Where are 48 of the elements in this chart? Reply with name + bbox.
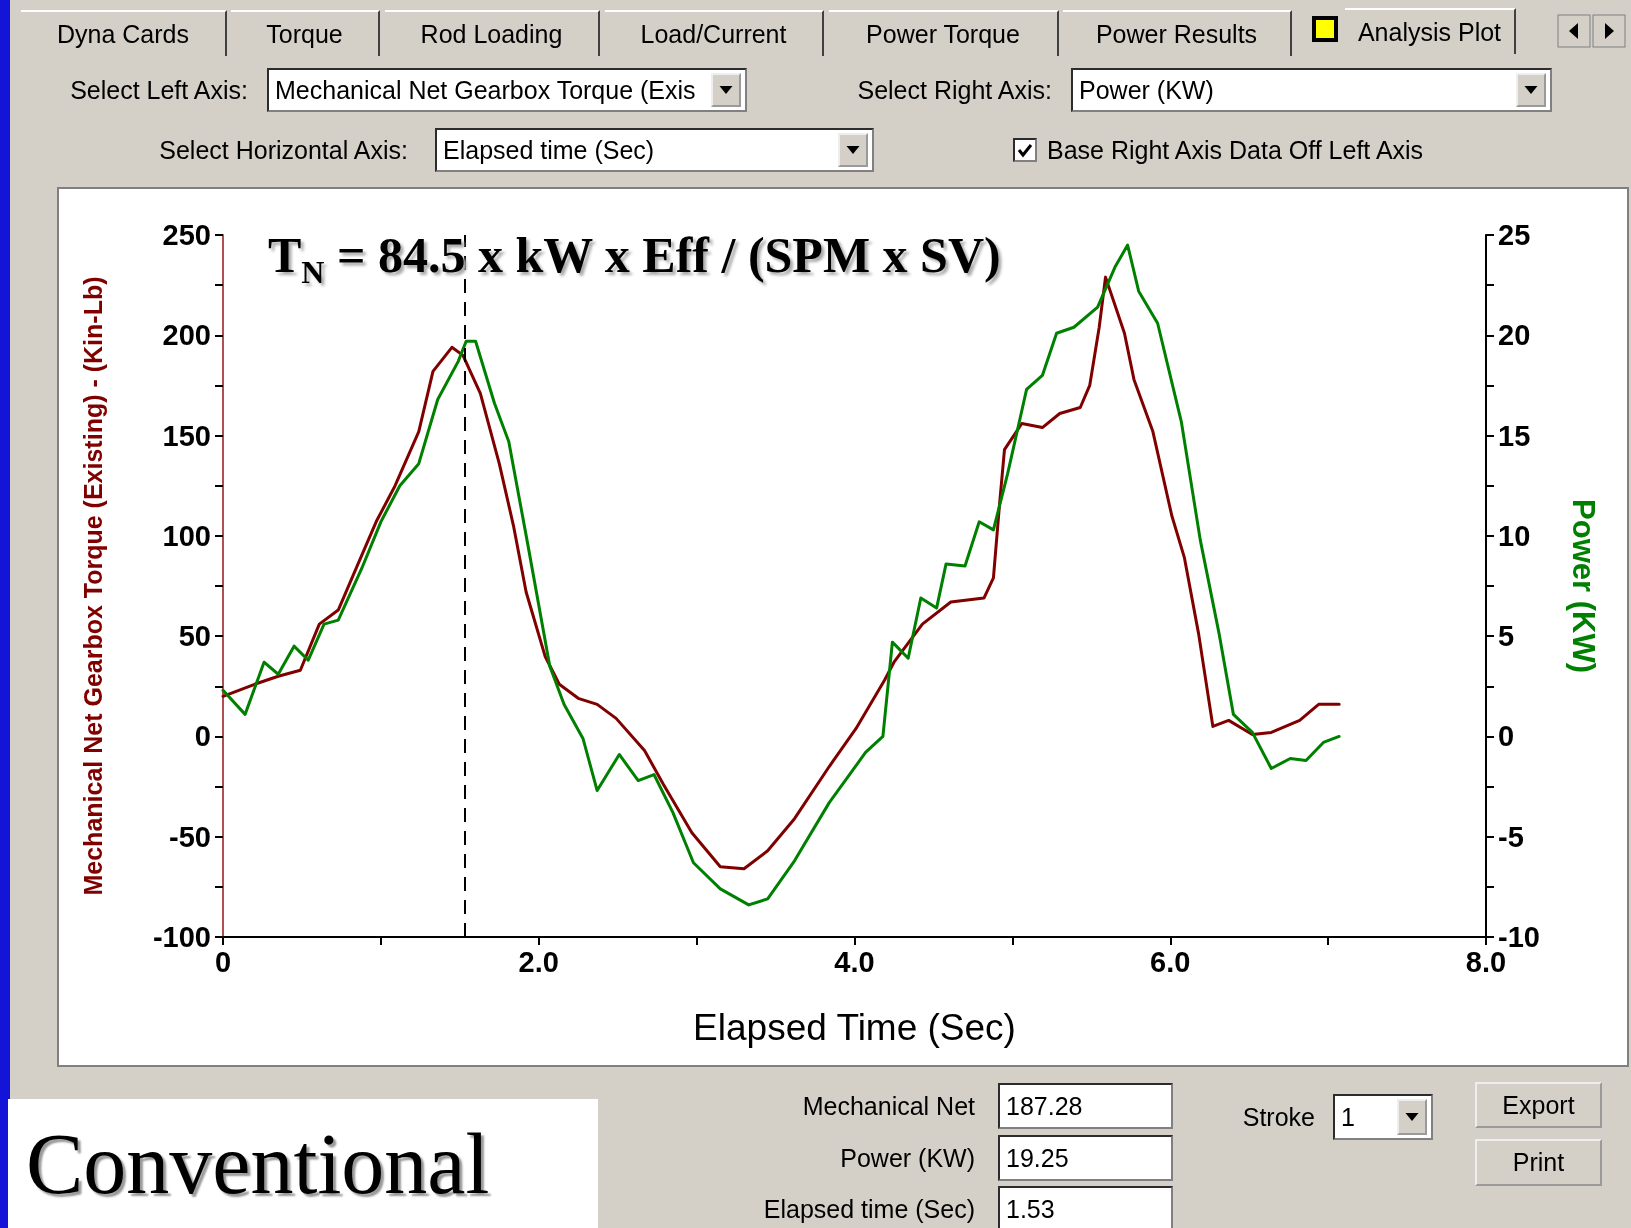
x-tick-label: 2.0 <box>518 945 559 978</box>
y-tick-label: 50 <box>178 620 211 653</box>
y2-tick-label: 0 <box>1498 720 1515 753</box>
text: Load/Current <box>640 19 787 49</box>
y-axis-title: Mechanical Net Gearbox Torque (Existing) - (Kin-Lb) <box>78 276 107 896</box>
x-axis-title: Elapsed Time (Sec) <box>693 1007 1016 1048</box>
text: Elapsed time (Sec) <box>443 135 655 165</box>
text: Power Torque <box>866 19 1020 49</box>
text: Select Left Axis: <box>70 75 248 105</box>
y2-tick-label: 25 <box>1498 219 1531 251</box>
text: Mechanical Net Gearbox Torque (Exis <box>275 75 696 105</box>
text: Rod Loading <box>420 19 563 49</box>
text: Select Right Axis: <box>857 75 1052 105</box>
y-tick-label: -50 <box>169 820 211 853</box>
x-tick-label: 0 <box>214 945 232 978</box>
y-tick-label: 250 <box>162 219 211 251</box>
y-tick-label: 100 <box>162 519 211 552</box>
y-tick-label: -100 <box>152 921 211 953</box>
text: Torque <box>266 19 343 49</box>
text: Analysis Plot <box>1357 17 1502 47</box>
y2-tick-label: 20 <box>1498 319 1531 352</box>
y-tick-label: 150 <box>162 419 211 452</box>
text: 19.25 <box>1006 1143 1069 1173</box>
text: Dyna Cards <box>57 19 189 49</box>
y2-tick-label: 5 <box>1498 620 1515 653</box>
y2-tick-label: -5 <box>1498 820 1524 853</box>
text: Print <box>1512 1148 1565 1177</box>
y2-axis-title: Power (KW) <box>1566 499 1601 673</box>
text: 1 <box>1341 1102 1355 1132</box>
text: Stroke <box>1242 1102 1315 1132</box>
text: 1.53 <box>1006 1194 1055 1224</box>
text: Mechanical Net <box>802 1091 975 1121</box>
text: Conventional <box>26 1114 490 1214</box>
y-tick-label: 0 <box>194 720 211 753</box>
text: Power (KW) <box>1079 75 1214 105</box>
x-tick-label: 4.0 <box>834 945 875 978</box>
x-tick-label: 6.0 <box>1150 945 1191 978</box>
text: Select Horizontal Axis: <box>159 135 408 165</box>
text: Base Right Axis Data Off Left Axis <box>1047 135 1424 165</box>
text: Power (KW) <box>840 1143 975 1173</box>
text: Power Results <box>1095 19 1258 49</box>
chart-title: T$_{N}$ = 84.5 x kW x Eff / (SPM x SV) <box>268 226 1001 291</box>
y-tick-label: 200 <box>162 319 211 352</box>
text: Elapsed time (Sec) <box>763 1194 975 1224</box>
text: 187.28 <box>1006 1091 1083 1121</box>
y2-tick-label: 15 <box>1498 419 1531 452</box>
text: Export <box>1502 1090 1575 1120</box>
y2-tick-label: 10 <box>1498 519 1531 552</box>
